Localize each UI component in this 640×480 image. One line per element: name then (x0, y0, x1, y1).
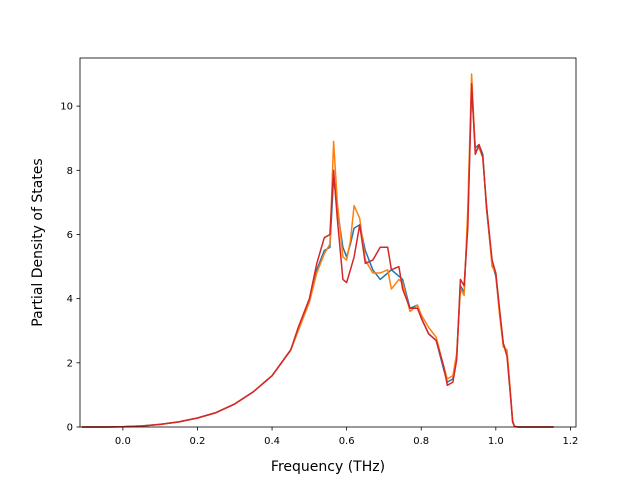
x-tick-label: 0.6 (339, 436, 355, 447)
x-tick-label: 0.0 (115, 436, 131, 447)
y-tick-label: 6 (67, 230, 73, 241)
y-tick-label: 10 (60, 102, 73, 113)
x-axis-ticks: 0.0 0.2 0.4 0.6 0.8 1.0 1.2 (115, 427, 578, 447)
y-axis-title: Partial Density of States (30, 158, 46, 326)
x-tick-label: 1.0 (488, 436, 504, 447)
y-tick-label: 4 (67, 294, 73, 305)
y-tick-label: 8 (67, 166, 73, 177)
y-axis-ticks: 0 2 4 6 8 10 (60, 102, 80, 434)
plot-frame (79, 57, 577, 428)
x-axis-title: Frequency (THz) (271, 459, 385, 475)
series-lines (81, 73, 554, 428)
x-tick-label: 1.2 (562, 436, 578, 447)
x-tick-label: 0.2 (190, 436, 206, 447)
x-tick-label: 0.4 (264, 436, 280, 447)
series-line-3 (81, 82, 554, 428)
y-tick-label: 2 (67, 358, 73, 369)
y-tick-label: 0 (67, 423, 73, 434)
series-line-1 (81, 86, 554, 428)
x-tick-label: 0.8 (413, 436, 429, 447)
series-line-2 (81, 73, 554, 428)
